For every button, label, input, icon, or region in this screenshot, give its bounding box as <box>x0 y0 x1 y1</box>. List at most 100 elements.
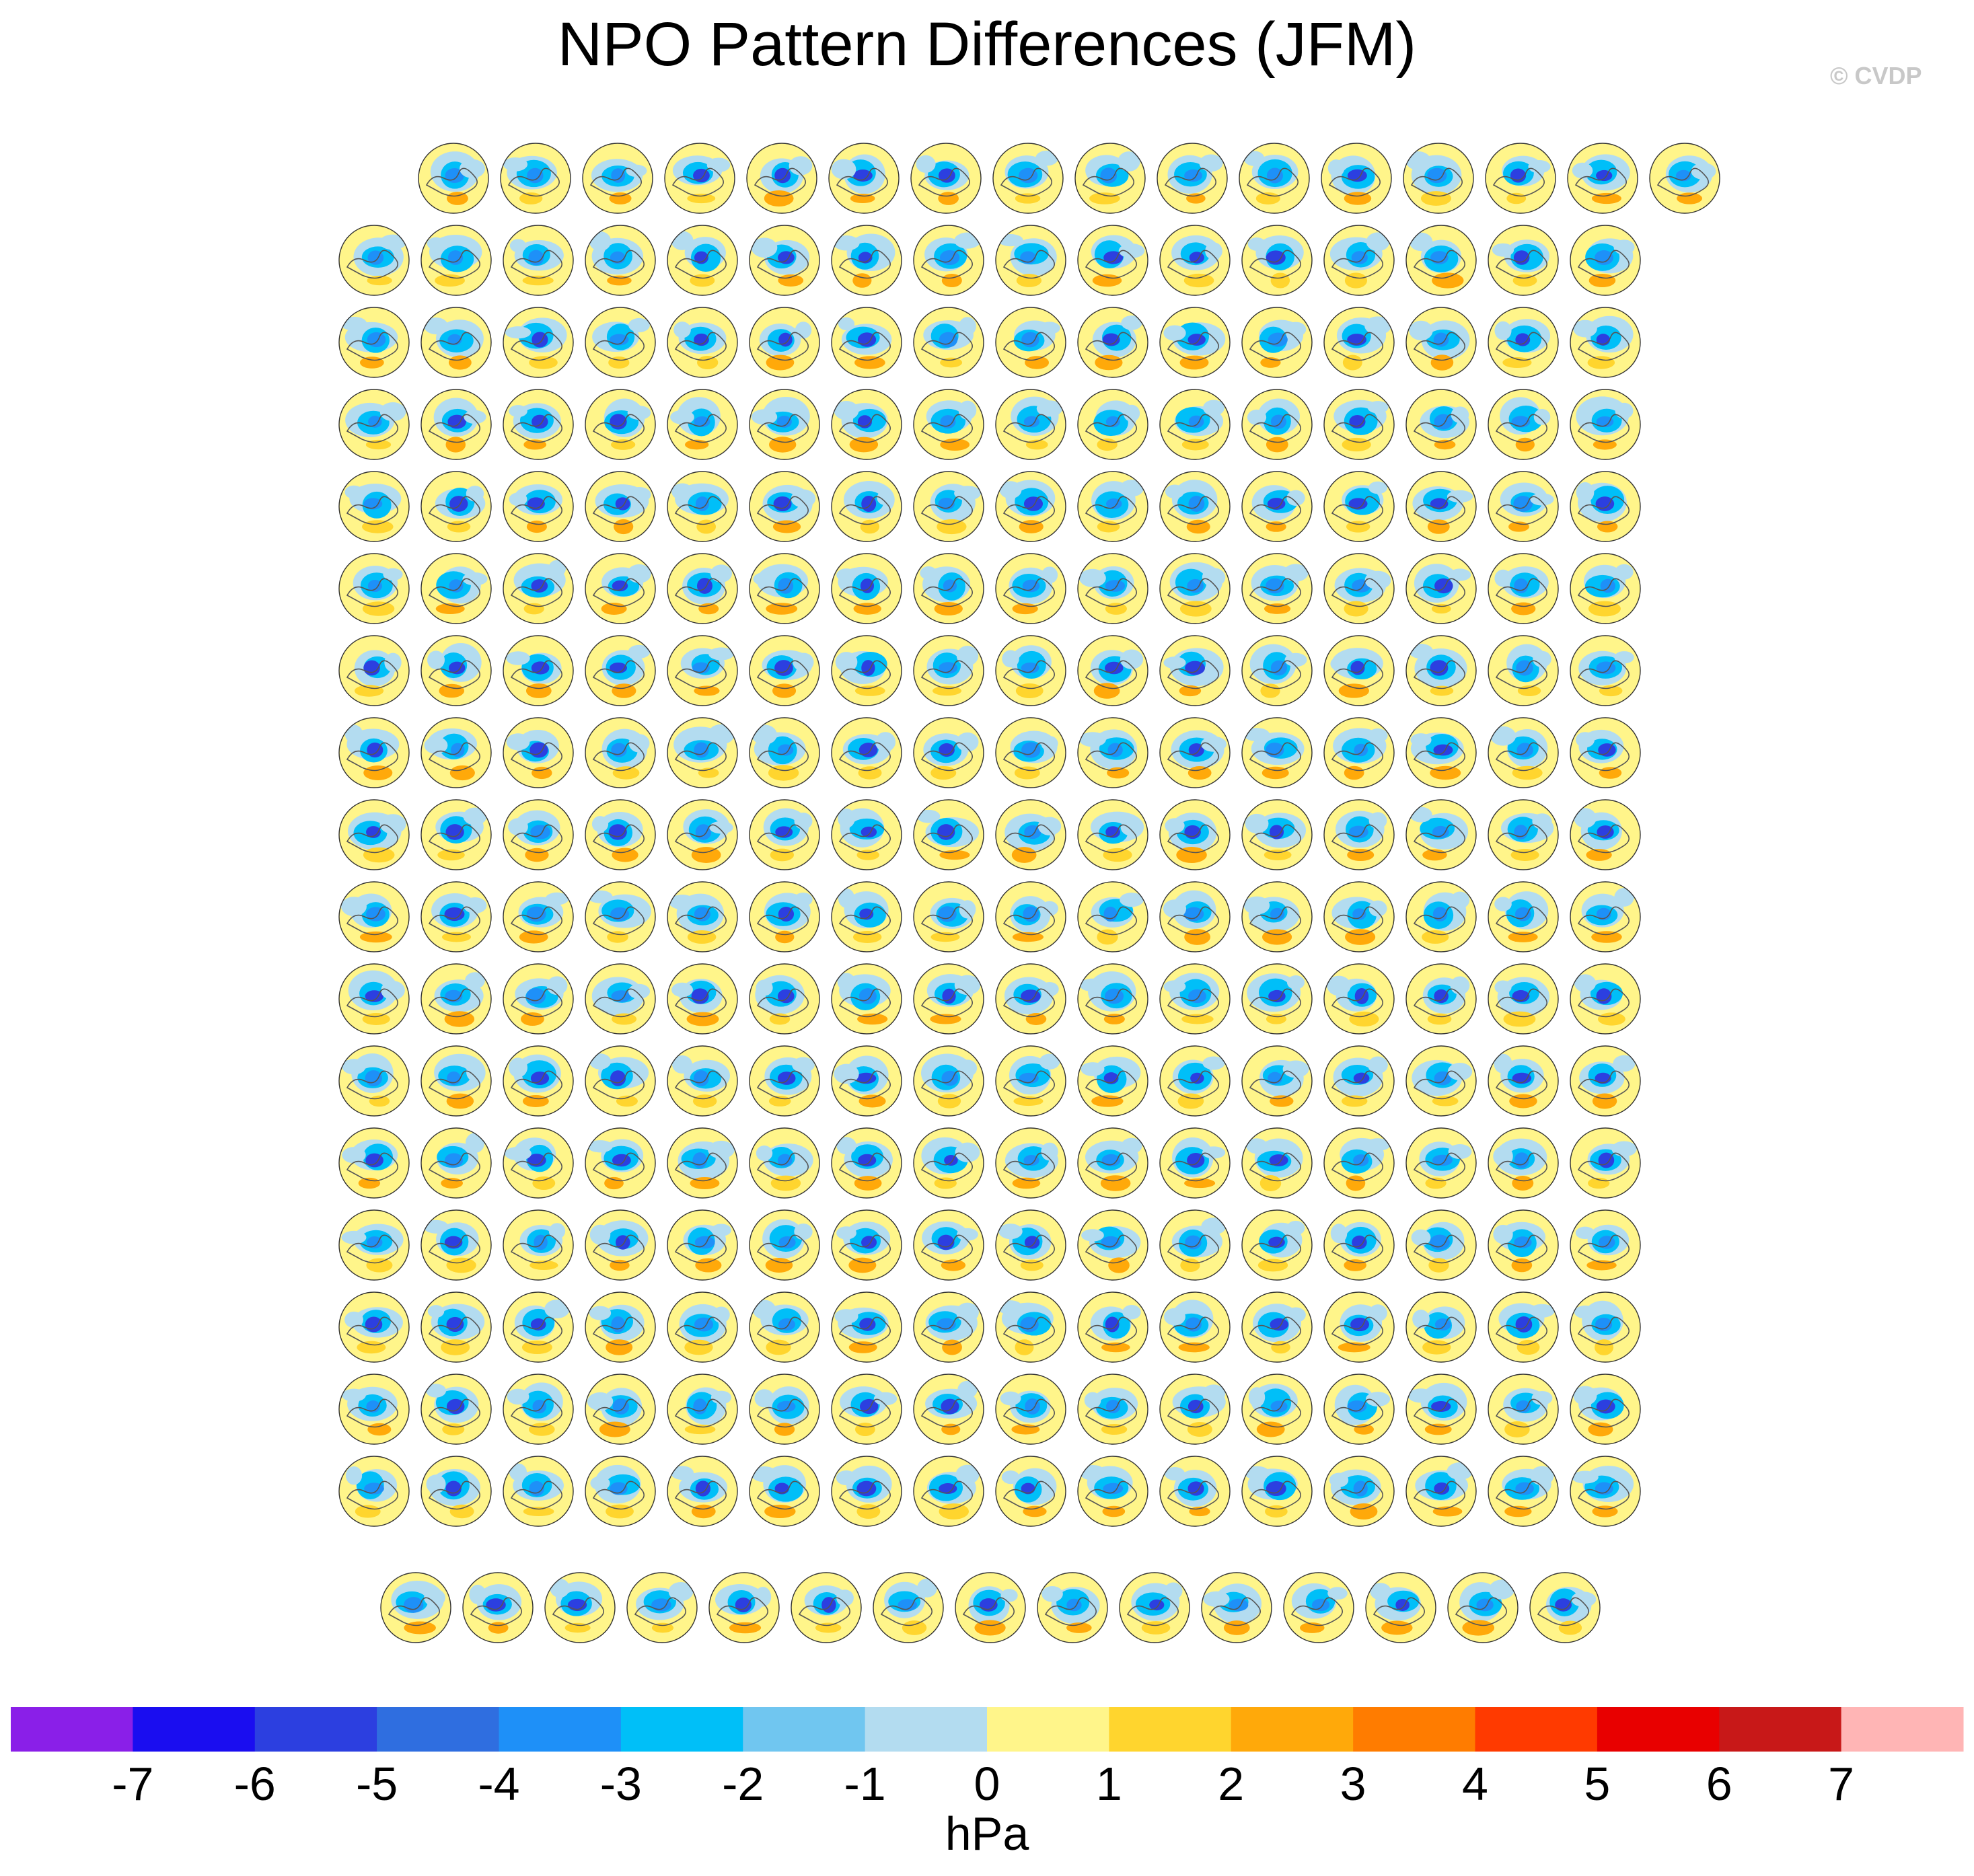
outer-negative-patch <box>505 1146 532 1161</box>
positive-anomaly-lobe <box>355 1505 381 1518</box>
outer-negative-patch <box>1120 893 1144 907</box>
coastline <box>920 496 973 525</box>
map-panel <box>913 389 984 460</box>
map-boundary <box>421 881 492 952</box>
outer-negative-patch <box>466 1062 484 1082</box>
map-boundary <box>831 1291 902 1363</box>
outer-negative-patch <box>1041 1585 1063 1602</box>
map-panel <box>1159 1291 1231 1363</box>
map-panel <box>749 1045 820 1117</box>
outer-negative-patch <box>1246 1138 1268 1154</box>
map-boundary <box>831 1209 902 1281</box>
outer-negative-patch <box>1243 728 1270 742</box>
negative-anomaly-center <box>612 580 628 592</box>
positive-anomaly-lobe <box>1186 519 1210 534</box>
map-panel <box>1488 1045 1559 1117</box>
outer-negative-patch <box>1286 1307 1306 1323</box>
map-panel <box>913 799 984 870</box>
outer-negative-patch <box>1368 481 1387 494</box>
coastline <box>671 167 724 197</box>
map-boundary <box>338 389 410 460</box>
map-boundary <box>1077 881 1148 952</box>
map-boundary <box>995 225 1066 296</box>
negative-anomaly-center <box>853 170 873 182</box>
map-panel <box>421 471 492 542</box>
positive-anomaly-lobe <box>1504 1505 1532 1517</box>
negative-anomaly-center <box>943 579 957 593</box>
coastline <box>428 332 480 361</box>
coastline <box>592 578 645 607</box>
map-boundary <box>831 307 902 378</box>
positive-anomaly-lobe <box>774 1423 795 1436</box>
negative-anomaly-center <box>1434 414 1453 430</box>
coastline <box>674 250 727 279</box>
positive-anomaly-lobe <box>684 1339 713 1355</box>
map-boundary <box>338 1045 410 1117</box>
positive-anomaly-lobe <box>857 1013 888 1025</box>
map-boundary <box>1488 963 1559 1035</box>
outer-negative-patch <box>1283 564 1309 582</box>
outer-negative-patch <box>465 1133 485 1154</box>
positive-anomaly-lobe <box>695 1258 722 1273</box>
outer-negative-patch <box>1327 975 1351 996</box>
outer-negative-patch <box>1164 1582 1183 1600</box>
coastline <box>1085 1316 1137 1346</box>
outer-negative-patch <box>463 807 487 825</box>
map-boundary <box>831 553 902 624</box>
map-boundary <box>421 1291 492 1363</box>
negative-anomaly-center <box>939 250 960 266</box>
positive-anomaly-lobe <box>1587 356 1615 369</box>
map-boundary <box>421 963 492 1035</box>
map-boundary <box>1077 1291 1148 1363</box>
outer-negative-patch <box>1199 154 1223 172</box>
positive-anomaly-lobe <box>1508 521 1529 532</box>
map-panel <box>1241 717 1313 788</box>
positive-anomaly-lobe <box>601 603 627 615</box>
map-boundary <box>1241 1291 1313 1363</box>
map-boundary <box>338 635 410 706</box>
negative-anomaly-center <box>692 1152 707 1168</box>
outer-negative-patch <box>955 1142 980 1162</box>
outer-negative-patch <box>1330 656 1348 671</box>
map-panel <box>749 1291 820 1363</box>
outer-negative-patch <box>836 568 856 582</box>
map-panel <box>1159 553 1231 624</box>
negative-anomaly-center <box>735 1598 752 1612</box>
map-panel <box>585 1209 656 1281</box>
outer-negative-patch <box>1040 981 1059 997</box>
map-boundary <box>1405 225 1477 296</box>
coastline <box>838 332 891 361</box>
negative-anomaly-center <box>938 906 957 922</box>
map-boundary <box>831 225 902 296</box>
map-panel <box>1403 143 1474 214</box>
positive-anomaly-lobe <box>937 1094 961 1109</box>
map-boundary <box>995 389 1066 460</box>
coastline <box>1167 250 1219 279</box>
outer-negative-patch <box>1123 404 1140 422</box>
map-boundary <box>913 1291 984 1363</box>
outer-negative-patch <box>1163 980 1186 993</box>
coastline <box>674 414 727 443</box>
map-panel <box>503 717 574 788</box>
negative-anomaly-center <box>1266 167 1283 184</box>
map-panel <box>995 881 1066 952</box>
negative-anomaly-center <box>1427 167 1447 184</box>
negative-anomaly-center <box>367 742 383 758</box>
map-boundary <box>1405 307 1477 378</box>
coastline <box>1249 332 1301 361</box>
map-panel <box>995 553 1066 624</box>
map-panel <box>1241 635 1313 706</box>
map-panel <box>1201 1572 1272 1643</box>
positive-anomaly-lobe <box>1599 767 1622 779</box>
map-boundary <box>1488 799 1559 870</box>
map-panel <box>1323 1291 1395 1363</box>
coastline <box>1167 332 1219 361</box>
map-panel <box>1323 1374 1395 1445</box>
map-boundary <box>1323 1291 1395 1363</box>
map-boundary <box>1159 635 1231 706</box>
map-panel <box>831 799 902 870</box>
outer-negative-patch <box>1576 482 1595 502</box>
map-boundary <box>1570 1291 1641 1363</box>
map-boundary <box>667 1127 738 1199</box>
positive-anomaly-lobe <box>1432 272 1464 289</box>
